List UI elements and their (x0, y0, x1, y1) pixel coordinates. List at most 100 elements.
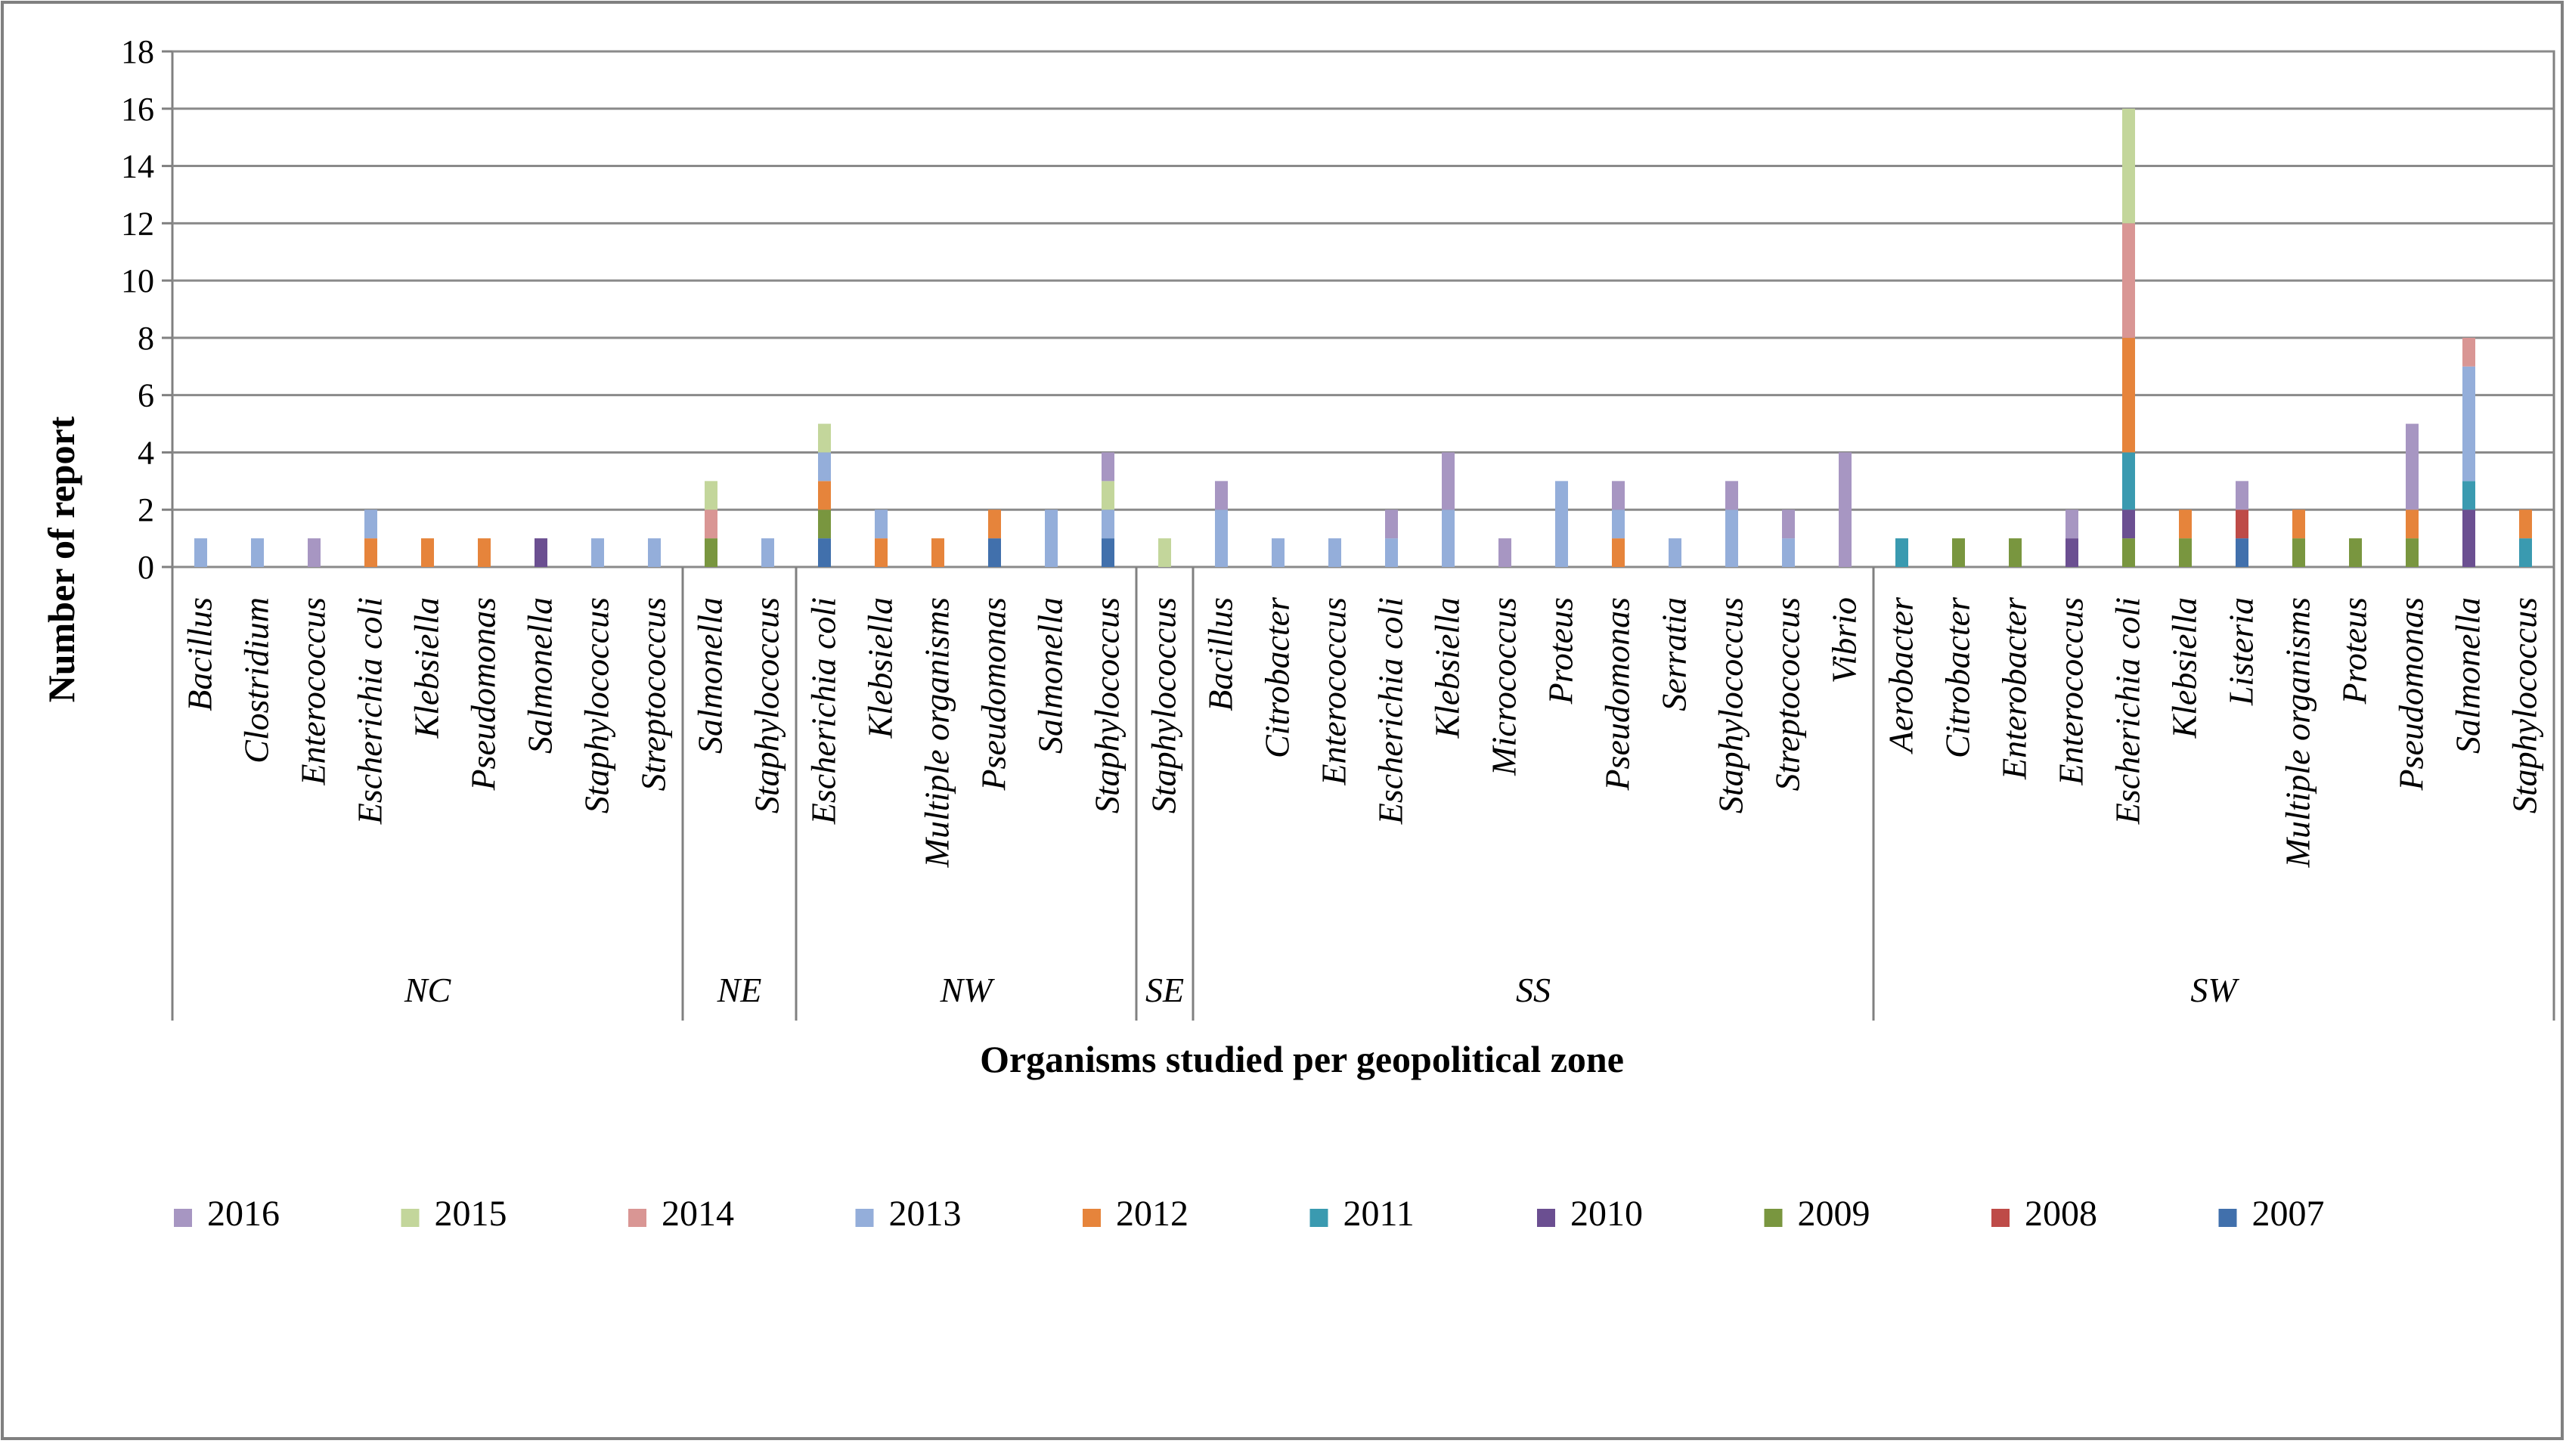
y-tick-label: 6 (138, 377, 154, 414)
category-label: Proteus (1542, 597, 1580, 705)
bar-segment-2016 (1442, 452, 1455, 510)
category-label: Pseudomonas (1598, 597, 1637, 792)
bar-segment-2013 (2462, 366, 2475, 482)
bar-segment-2013 (1669, 538, 1681, 567)
bar-segment-2010 (2122, 510, 2135, 539)
bar-segment-2013 (251, 538, 264, 567)
legend: 2016 2015 2014 2013 2012 2011 2010 2009 2008 2007 (174, 1194, 2325, 1234)
bar-segment-2013 (364, 510, 377, 539)
category-label: Escherichia coli (2109, 597, 2147, 825)
legend-label-2013: 2013 (889, 1194, 962, 1234)
bar-segment-2016 (1612, 481, 1625, 510)
legend-label-2008: 2008 (2025, 1194, 2097, 1234)
bar-segment-2009 (2009, 538, 2022, 567)
category-label: Klebsiella (1428, 597, 1467, 739)
bar-segment-2009 (705, 538, 717, 567)
bar-segment-2015 (705, 481, 717, 510)
category-label: Proteus (2335, 597, 2374, 705)
bar-segment-2015 (818, 423, 831, 453)
zone-label-SW: SW (2190, 971, 2239, 1009)
category-label: Klebsiella (408, 597, 446, 739)
bar-segment-2011 (2122, 452, 2135, 510)
category-label: Escherichia coli (351, 597, 389, 825)
category-label: Serratia (1655, 597, 1694, 711)
category-label: Enterobacter (1995, 596, 2034, 780)
bar-segment-2008 (2236, 510, 2248, 539)
bar-segment-2012 (421, 538, 434, 567)
bar-segment-2012 (2406, 510, 2419, 539)
category-label: Staphylococcus (1088, 597, 1126, 813)
y-tick-label: 4 (138, 434, 154, 471)
legend-label-2012: 2012 (1116, 1194, 1188, 1234)
legend-label-2016: 2016 (207, 1194, 280, 1234)
bar-segment-2013 (194, 538, 207, 567)
legend-swatch-2014 (628, 1209, 646, 1227)
bar-segment-2009 (818, 510, 831, 539)
x-axis-title: Organisms studied per geopolitical zone (980, 1038, 1624, 1080)
category-label: Salmonella (691, 597, 730, 754)
category-label: Enterococcus (1315, 597, 1353, 786)
category-label: Clostridium (237, 597, 276, 764)
bar-segment-2009 (1952, 538, 1965, 567)
bar-segment-2012 (2179, 510, 2192, 539)
bar-segment-2013 (1102, 510, 1114, 539)
bar-segment-2010 (535, 538, 547, 567)
y-axis-ticks: 0 2 4 6 8 10 12 14 16 18 (121, 33, 172, 586)
bar-segment-2016 (2406, 423, 2419, 510)
legend-swatch-2012 (1083, 1209, 1101, 1227)
y-tick-label: 0 (138, 549, 154, 586)
category-label: Staphylococcus (2506, 597, 2544, 813)
legend-swatch-2013 (855, 1209, 874, 1227)
bar-segment-2010 (2066, 538, 2078, 567)
zone-label-NE: NE (717, 971, 762, 1009)
legend-swatch-2015 (401, 1209, 420, 1227)
y-tick-label: 12 (121, 205, 154, 242)
bar-segment-2013 (1215, 510, 1228, 567)
legend-swatch-2009 (1764, 1209, 1783, 1227)
y-tick-label: 8 (138, 320, 154, 357)
y-tick-label: 18 (121, 33, 154, 70)
bar-segment-2016 (1782, 510, 1795, 539)
legend-label-2009: 2009 (1798, 1194, 1870, 1234)
category-label: Pseudomonas (2392, 597, 2431, 792)
y-tick-label: 16 (121, 91, 154, 128)
x-axis-labels: Bacillus Clostridium Enterococcus Escherich… (171, 567, 2555, 1021)
bar-segment-2007 (818, 538, 831, 567)
bar-segment-2012 (988, 510, 1001, 539)
zone-label-NC: NC (404, 971, 452, 1009)
bar-segment-2010 (2462, 510, 2475, 567)
bar-segment-2009 (2179, 538, 2192, 567)
category-label: Staphylococcus (748, 597, 786, 813)
category-label: Streptococcus (634, 597, 673, 791)
bar-segment-2009 (2406, 538, 2419, 567)
bar-segment-2011 (2519, 538, 2532, 567)
category-label: Vibrio (1825, 597, 1864, 683)
bar-segment-2013 (761, 538, 774, 567)
gridlines (171, 50, 2555, 568)
category-label: Escherichia coli (804, 597, 843, 825)
bars (194, 108, 2532, 567)
legend-label-2007: 2007 (2252, 1194, 2325, 1234)
bar-segment-2016 (1102, 452, 1114, 482)
legend-swatch-2007 (2218, 1209, 2237, 1227)
bar-segment-2012 (364, 538, 377, 567)
category-label: Multiple organisms (918, 597, 956, 868)
category-label: Listeria (2222, 597, 2261, 706)
bar-segment-2014 (705, 510, 717, 539)
legend-swatch-2011 (1309, 1209, 1328, 1227)
bar-segment-2012 (478, 538, 491, 567)
bar-segment-2011 (2462, 481, 2475, 510)
category-label: Klebsiella (861, 597, 900, 739)
bar-segment-2012 (2292, 510, 2305, 539)
category-label: Aerobacter (1882, 596, 1920, 754)
category-label: Bacillus (1201, 597, 1240, 711)
bar-segment-2013 (1782, 538, 1795, 567)
y-tick-label: 14 (121, 148, 154, 185)
bar-segment-2013 (1725, 510, 1738, 567)
bar-segment-2009 (2122, 538, 2135, 567)
bar-segment-2013 (875, 510, 888, 539)
bar-segment-2016 (1839, 452, 1852, 567)
category-label: Staphylococcus (1145, 597, 1183, 813)
